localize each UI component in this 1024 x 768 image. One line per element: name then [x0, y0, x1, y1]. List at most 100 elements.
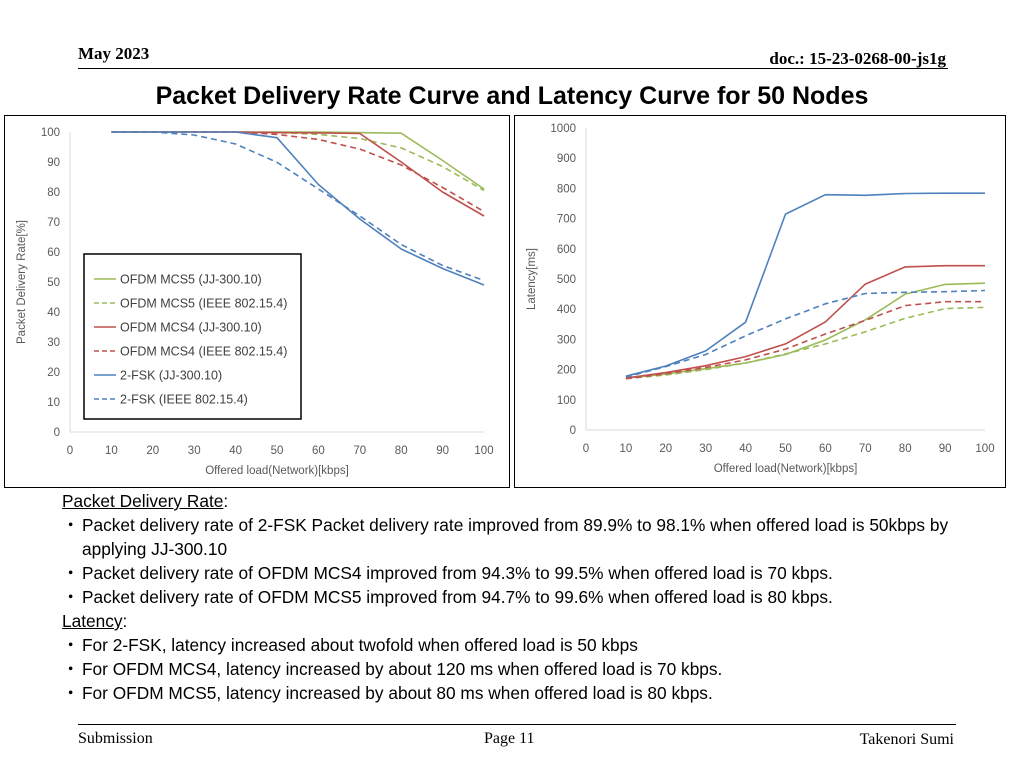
- packet-delivery-rate-chart: 0 10 20 30 40 50 60 70 80 90 100 0 10 20 30 40 50 60 70 80 9…: [4, 115, 510, 488]
- latency-bullet: ・ For OFDM MCS5, latency increased by abo…: [62, 681, 972, 705]
- y-tick-label: 70: [47, 217, 60, 229]
- header-divider: [78, 68, 948, 69]
- x-tick-label: 90: [436, 445, 449, 457]
- series-line-2-fsk-jj-300-10: [625, 192, 985, 377]
- latency-bullet: ・ For 2-FSK, latency increased about twof…: [62, 633, 972, 657]
- legend-label: OFDM MCS5 (IEEE 802.15.4): [120, 297, 287, 311]
- y-tick-label: 100: [41, 127, 60, 139]
- y-axis-title: Latency[ms]: [526, 248, 538, 310]
- header-date: May 2023: [78, 44, 150, 63]
- x-tick-label: 20: [659, 443, 672, 455]
- pdr-bullet-text: Packet delivery rate of OFDM MCS5 improv…: [82, 587, 833, 607]
- x-tick-label: 10: [620, 443, 633, 455]
- series-line-ofdm-mcs4-ieee-802-15-4: [625, 300, 985, 380]
- series-line-2-fsk-ieee-802-15-4: [111, 131, 485, 282]
- series-line-ofdm-mcs4-jj-300-10: [625, 264, 985, 379]
- pdr-heading-colon: :: [223, 491, 229, 511]
- chart-legend: [83, 253, 302, 420]
- pdr-bullet-text: Packet delivery rate of OFDM MCS4 improv…: [82, 563, 833, 583]
- pdr-heading-text: Packet Delivery Rate: [62, 491, 224, 511]
- x-tick-label: 0: [583, 443, 589, 455]
- y-axis-title: Packet Delivery Rate[%]: [16, 220, 28, 344]
- series-line-2-fsk-ieee-802-15-4: [625, 289, 986, 378]
- latency-bullet-text: For OFDM MCS5, latency increased by abou…: [82, 683, 713, 703]
- slide-body: Packet Delivery Rate: ・ Packet delivery r…: [62, 489, 972, 705]
- series-line-ofdm-mcs5-jj-300-10: [625, 282, 986, 379]
- y-tick-label: 700: [557, 214, 576, 226]
- y-tick-label: 100: [557, 395, 576, 407]
- footer-divider: [78, 724, 956, 725]
- x-tick-label: 60: [312, 445, 325, 457]
- latency-chart-svg: 0 100 200 300 400 500 600 700 800 900 1000 0 10 20 30 4…: [526, 123, 995, 475]
- legend-label: 2-FSK (JJ-300.10): [120, 369, 222, 383]
- y-tick-label: 80: [47, 187, 60, 199]
- latency-section-heading: Latency:: [62, 609, 972, 633]
- y-tick-label: 0: [54, 427, 60, 439]
- y-tick-label: 900: [557, 153, 576, 165]
- x-tick-label: 40: [739, 443, 752, 455]
- bullet-mark: ・: [62, 515, 80, 535]
- x-tick-label: 50: [271, 445, 284, 457]
- y-tick-label: 300: [557, 334, 576, 346]
- x-tick-label: 40: [229, 445, 242, 457]
- pdr-bullet: ・ Packet delivery rate of OFDM MCS5 impro…: [62, 585, 972, 609]
- x-tick-label: 70: [353, 445, 366, 457]
- pdr-bullet-text: Packet delivery rate of 2-FSK Packet del…: [82, 515, 949, 559]
- legend-label: OFDM MCS4 (JJ-300.10): [120, 321, 262, 335]
- y-tick-label: 200: [557, 365, 576, 377]
- y-tick-label: 20: [47, 367, 60, 379]
- x-tick-label: 0: [67, 445, 73, 457]
- x-tick-label: 60: [819, 443, 832, 455]
- x-tick-label: 100: [474, 445, 493, 457]
- y-tick-label: 0: [570, 425, 576, 437]
- bullet-mark: ・: [62, 587, 80, 607]
- series-line-ofdm-mcs4-ieee-802-15-4: [111, 131, 485, 213]
- series-line-2-fsk-jj-300-10: [111, 131, 485, 286]
- x-axis-title: Offered load(Network)[kbps]: [205, 465, 349, 477]
- bullet-mark: ・: [62, 683, 80, 703]
- x-axis-title: Offered load(Network)[kbps]: [714, 463, 858, 475]
- y-tick-label: 90: [47, 157, 60, 169]
- x-tick-label: 90: [939, 443, 952, 455]
- latency-bullet-text: For 2-FSK, latency increased about twofo…: [82, 635, 638, 655]
- y-tick-label: 40: [47, 307, 60, 319]
- pdr-chart-svg: 0 10 20 30 40 50 60 70 80 90 100 0 10 20 30 40 50 60 70 80 9…: [16, 127, 494, 477]
- y-tick-label: 60: [47, 247, 60, 259]
- x-tick-label: 50: [779, 443, 792, 455]
- latency-bullet: ・ For OFDM MCS4, latency increased by abo…: [62, 657, 972, 681]
- footer-author: Takenori Sumi: [859, 731, 954, 748]
- latency-bullet-text: For OFDM MCS4, latency increased by abou…: [82, 659, 723, 679]
- footer-submission: Submission: [78, 730, 153, 747]
- y-tick-label: 50: [47, 277, 60, 289]
- y-tick-label: 30: [47, 337, 60, 349]
- y-tick-label: 800: [557, 183, 576, 195]
- bullet-mark: ・: [62, 563, 80, 583]
- y-tick-label: 600: [557, 244, 576, 256]
- x-tick-label: 10: [105, 445, 118, 457]
- pdr-bullet: ・ Packet delivery rate of 2-FSK Packet de…: [62, 513, 972, 561]
- y-tick-label: 500: [557, 274, 576, 286]
- latency-chart: 0 100 200 300 400 500 600 700 800 900 1000 0 10 20 30 4…: [514, 115, 1006, 488]
- bullet-mark: ・: [62, 659, 80, 679]
- x-tick-label: 80: [395, 445, 408, 457]
- footer-page-number: Page 11: [484, 730, 535, 747]
- x-tick-label: 100: [975, 443, 994, 455]
- x-tick-label: 30: [699, 443, 712, 455]
- latency-heading-text: Latency: [62, 611, 123, 631]
- y-tick-label: 10: [47, 397, 60, 409]
- legend-label: OFDM MCS4 (IEEE 802.15.4): [120, 345, 287, 359]
- pdr-bullet: ・ Packet delivery rate of OFDM MCS4 impro…: [62, 561, 972, 585]
- pdr-section-heading: Packet Delivery Rate:: [62, 489, 972, 513]
- header-doc-id: doc.: 15-23-0268-00-js1g: [769, 49, 946, 68]
- series-line-ofdm-mcs4-jj-300-10: [111, 131, 485, 217]
- y-tick-label: 400: [557, 304, 576, 316]
- latency-heading-colon: :: [122, 611, 128, 631]
- bullet-mark: ・: [62, 635, 80, 655]
- y-tick-label: 1000: [550, 123, 576, 135]
- legend-label: 2-FSK (IEEE 802.15.4): [120, 393, 248, 407]
- series-line-ofdm-mcs5-ieee-802-15-4: [625, 306, 986, 380]
- x-tick-label: 80: [899, 443, 912, 455]
- x-tick-label: 30: [188, 445, 201, 457]
- x-tick-label: 70: [859, 443, 872, 455]
- legend-label: OFDM MCS5 (JJ-300.10): [120, 273, 262, 287]
